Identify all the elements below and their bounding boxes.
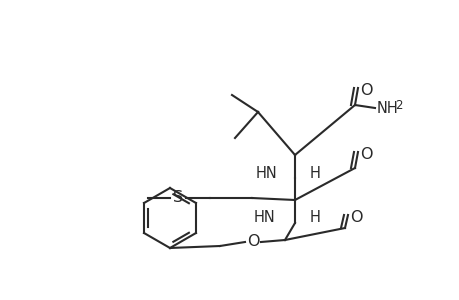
Text: O: O xyxy=(359,82,371,98)
Text: H: H xyxy=(309,211,320,226)
Text: NH: NH xyxy=(376,100,398,116)
Text: S: S xyxy=(173,190,183,206)
Text: HN: HN xyxy=(256,166,277,181)
Text: H: H xyxy=(309,166,320,181)
Text: O: O xyxy=(246,235,259,250)
Text: HN: HN xyxy=(253,211,275,226)
Text: 2: 2 xyxy=(394,98,402,112)
Text: O: O xyxy=(349,209,362,224)
Text: O: O xyxy=(359,146,371,161)
